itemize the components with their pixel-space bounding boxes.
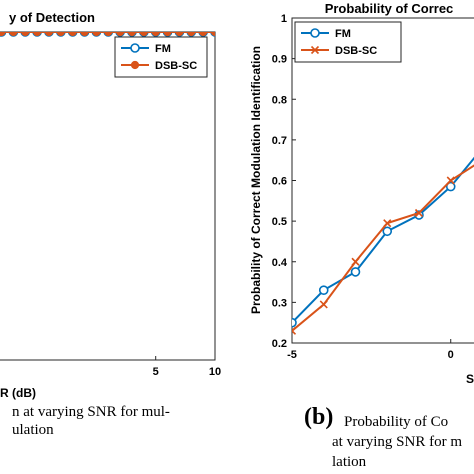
data-point <box>199 32 208 37</box>
legend-entry: FM <box>301 28 351 40</box>
x-tick-label: 10 <box>209 366 221 378</box>
data-point <box>32 32 42 37</box>
data-point <box>44 32 54 37</box>
series-dsb-sc <box>0 32 215 37</box>
series-layer <box>292 156 474 335</box>
right-legend: FM DSB-SC <box>294 21 402 63</box>
legend-label: DSB-SC <box>155 60 197 72</box>
left-x-tick-labels: 5 10 <box>153 366 221 378</box>
right-caption-line-3: lation <box>332 454 367 470</box>
left-caption-line-1: n at varying SNR for mul- <box>12 404 170 420</box>
right-y-tick-labels: 0.2 0.3 0.4 0.5 0.6 0.7 0.8 0.9 1 <box>272 13 288 350</box>
data-point <box>292 317 297 328</box>
y-tick-label: 0.4 <box>272 257 288 269</box>
data-point <box>446 176 455 185</box>
left-legend: FM DSB-SC <box>114 36 208 78</box>
legend-entry: FM <box>121 43 171 55</box>
legend-box <box>294 21 402 63</box>
data-point <box>0 32 6 37</box>
data-point <box>9 32 18 37</box>
y-tick-label: 0.2 <box>272 338 287 350</box>
right-caption-line-1: Probability of Co <box>344 414 449 430</box>
right-plot-area <box>291 17 474 344</box>
legend-label: DSB-SC <box>335 45 377 57</box>
legend-marker <box>310 28 320 38</box>
data-point <box>445 181 456 192</box>
right-chart-title: Probability of Correc <box>325 1 454 16</box>
right-caption-label: (b) <box>304 404 334 430</box>
legend-entry: DSB-SC <box>121 60 197 72</box>
data-point <box>318 285 329 295</box>
right-y-axis-label: Probability of Correct Modulation Identi… <box>249 46 263 314</box>
legend-marker <box>130 60 140 70</box>
series-line <box>292 156 474 324</box>
series-fm <box>292 156 474 328</box>
data-point <box>80 32 89 37</box>
data-point <box>351 257 360 266</box>
data-point <box>175 32 184 37</box>
series-layer <box>0 32 215 37</box>
data-point <box>104 32 113 37</box>
left-plot-area <box>0 31 216 361</box>
right-x-tick-labels: -5 0 <box>287 349 454 361</box>
data-point <box>127 32 137 37</box>
data-point <box>187 32 196 37</box>
legend-box <box>114 36 208 78</box>
identification-probability-chart: Probability of Correc 0.2 0.3 0.4 0.5 0.6 0.7… <box>249 1 474 386</box>
data-point <box>383 219 392 228</box>
y-tick-label: 0.5 <box>272 216 287 228</box>
axes-box <box>0 31 216 361</box>
legend-label: FM <box>155 43 171 55</box>
data-point <box>210 32 215 37</box>
series-dsb-sc <box>292 164 474 335</box>
x-tick-label: 0 <box>448 349 454 361</box>
data-point <box>292 326 297 335</box>
x-tick-label: 5 <box>153 366 159 378</box>
data-point <box>414 208 424 218</box>
y-tick-label: 0.7 <box>272 135 287 147</box>
detection-probability-chart: y of Detection 5 10 R (dB) FM DSB-SC <box>0 10 221 400</box>
left-x-axis-label: R (dB) <box>0 386 36 400</box>
right-caption-line-2: at varying SNR for m <box>332 434 462 450</box>
legend-marker <box>130 43 140 53</box>
data-point <box>68 32 77 37</box>
series-line <box>292 164 474 332</box>
data-point <box>92 32 101 37</box>
legend-marker <box>310 45 320 55</box>
data-point <box>350 267 361 277</box>
data-point <box>382 226 393 237</box>
data-point <box>139 32 148 37</box>
y-tick-label: 0.3 <box>272 297 287 309</box>
legend-entry: DSB-SC <box>301 45 377 57</box>
data-point <box>56 32 65 37</box>
y-tick-label: 0.9 <box>272 54 287 66</box>
data-point <box>21 32 30 37</box>
right-x-axis-label: S <box>466 372 474 386</box>
data-point <box>163 32 172 37</box>
data-point <box>116 32 125 37</box>
legend-label: FM <box>335 28 351 40</box>
y-tick-label: 0.8 <box>272 94 287 106</box>
left-caption-line-2: ulation <box>12 422 54 438</box>
data-point <box>151 32 160 37</box>
data-point <box>319 300 328 309</box>
x-tick-label: -5 <box>287 349 297 361</box>
y-tick-label: 1 <box>281 13 287 25</box>
y-tick-label: 0.6 <box>272 176 287 188</box>
left-chart-title: y of Detection <box>9 10 95 25</box>
